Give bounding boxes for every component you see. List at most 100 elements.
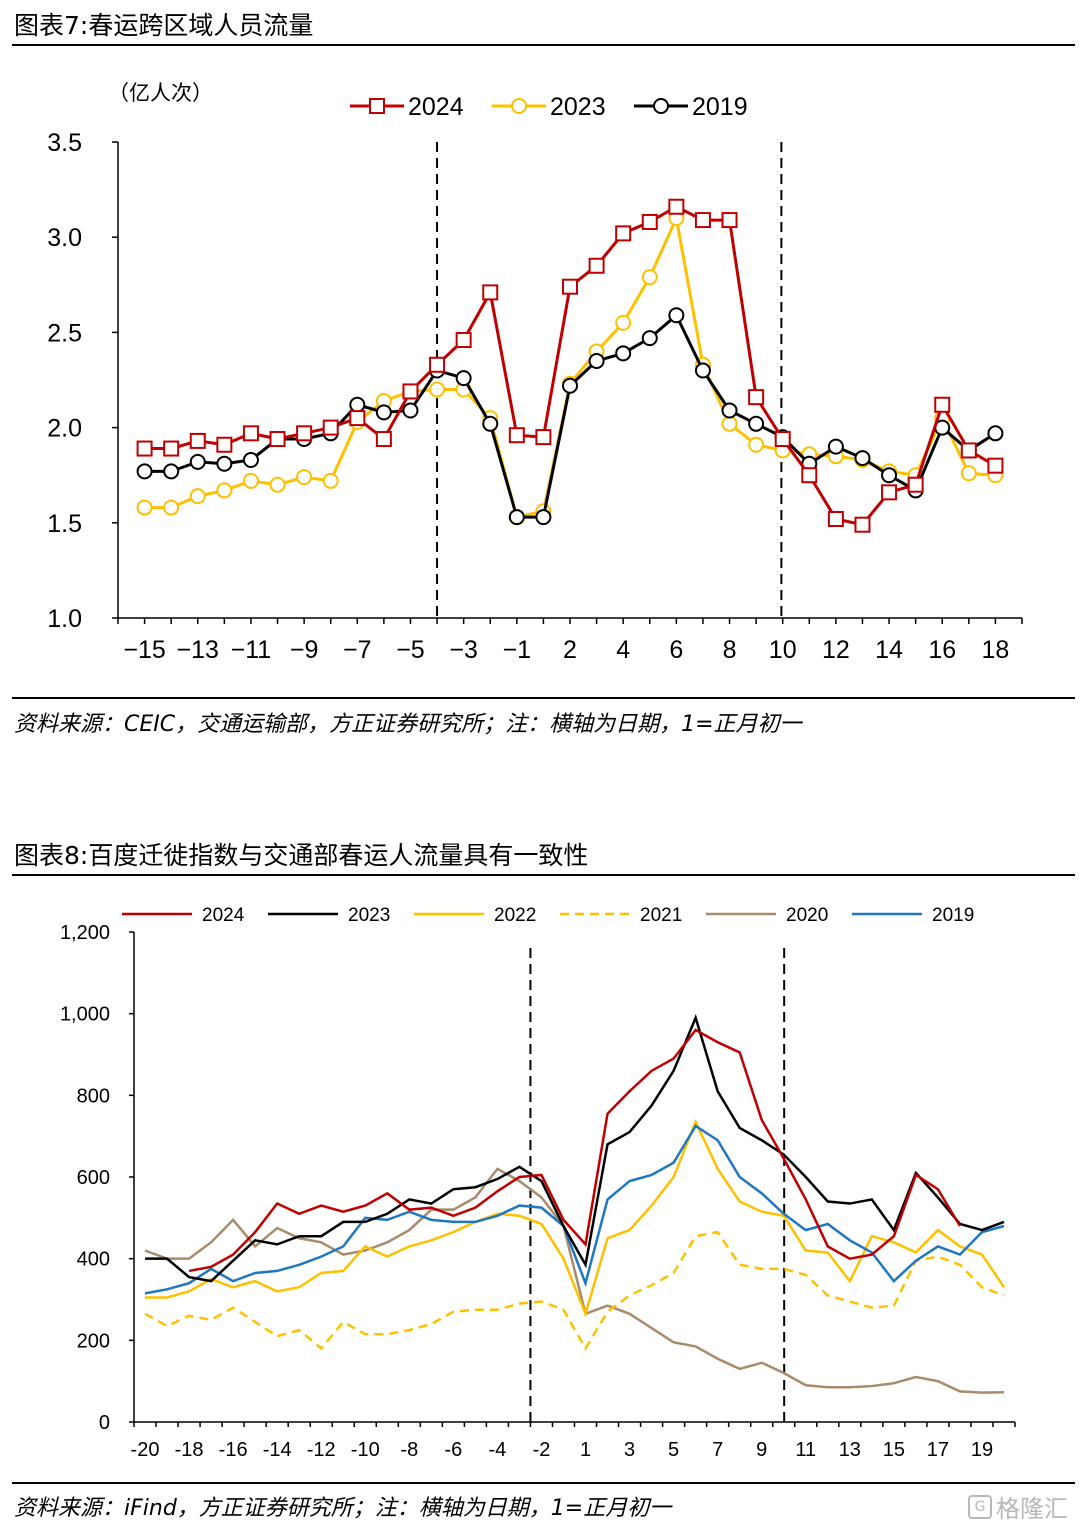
data-point-2023 (960, 465, 977, 482)
data-point-2024 (136, 440, 153, 457)
data-point-2019 (588, 352, 605, 369)
data-point-2019 (721, 402, 738, 419)
data-point-2019 (482, 415, 499, 432)
data-point-2023 (269, 476, 286, 493)
data-point-2024 (854, 516, 871, 533)
data-point-2024 (216, 436, 233, 453)
data-point-2024 (163, 440, 180, 457)
data-point-2019 (535, 509, 552, 526)
x-tick-label: 19 (971, 1439, 993, 1461)
x-tick-label: 5 (668, 1439, 679, 1461)
data-point-2024 (827, 510, 844, 527)
data-point-2019 (349, 396, 366, 413)
figure8-bottom-rule (12, 1482, 1075, 1484)
data-point-2024 (588, 257, 605, 274)
data-point-2019 (242, 451, 259, 468)
x-tick-label: -2 (533, 1439, 551, 1461)
data-point-2019 (508, 509, 525, 526)
y-tick-label: 3.0 (47, 224, 82, 252)
x-tick-label: 15 (883, 1439, 905, 1461)
data-point-2023 (189, 488, 206, 505)
x-tick-label: 16 (928, 636, 956, 664)
data-point-2023 (429, 381, 446, 398)
data-point-2019 (641, 330, 658, 347)
legend-label: 2021 (640, 905, 682, 926)
x-tick-label: -6 (444, 1439, 462, 1461)
data-point-2019 (854, 450, 871, 467)
data-point-2024 (269, 431, 286, 448)
data-point-2024 (801, 467, 818, 484)
y-tick-label: 800 (77, 1085, 110, 1107)
data-point-2019 (455, 370, 472, 387)
legend-label: 2020 (786, 905, 828, 926)
x-tick-label: -12 (307, 1439, 336, 1461)
data-point-2019 (694, 362, 711, 379)
figure8-title: 图表8:百度迁徙指数与交通部春运人流量具有一致性 (14, 841, 589, 870)
legend-marker (653, 98, 669, 114)
figure7-bottom-rule (12, 697, 1075, 699)
figure8-source-note: 资料来源：iFind，方正证券研究所；注：横轴为日期，1=正月初一 (14, 1496, 672, 1521)
y-tick-label: 1.5 (47, 510, 82, 538)
series-line-2024 (188, 1028, 962, 1273)
x-tick-label: 2 (563, 636, 577, 664)
data-point-2023 (322, 472, 339, 489)
data-point-2023 (163, 499, 180, 516)
x-tick-label: 14 (875, 636, 903, 664)
x-tick-label: 4 (616, 636, 630, 664)
x-tick-label: −11 (231, 636, 272, 664)
data-point-2023 (216, 482, 233, 499)
series-line-2023 (144, 213, 996, 519)
x-tick-label: −1 (503, 636, 532, 664)
data-point-2024 (455, 332, 472, 349)
data-point-2019 (163, 463, 180, 480)
x-tick-label: 1 (580, 1439, 591, 1461)
x-tick-label: 9 (756, 1439, 767, 1461)
data-point-2019 (668, 307, 685, 324)
y-tick-label: 1,200 (60, 922, 110, 944)
figure8-chart: 0 200 400 600 800 1,000 1,200 -20 -18 -16 -14 -12 -1… (60, 905, 1016, 1461)
y-tick-label: 2.0 (47, 415, 82, 443)
y-tick-label: 0 (99, 1412, 110, 1434)
data-point-2024 (322, 419, 339, 436)
data-point-2024 (934, 396, 951, 413)
y-tick-label: 400 (77, 1249, 110, 1271)
x-tick-label: -16 (219, 1439, 248, 1461)
y-tick-label: 600 (77, 1167, 110, 1189)
x-tick-label: −3 (449, 636, 478, 664)
x-tick-label: -4 (489, 1439, 507, 1461)
data-point-2023 (641, 269, 658, 286)
legend-label: 2019 (692, 93, 748, 121)
x-tick-label: 17 (927, 1439, 949, 1461)
data-point-2024 (402, 383, 419, 400)
series-line-2022 (145, 1118, 1006, 1318)
data-point-2023 (748, 436, 765, 453)
legend-label: 2024 (202, 905, 245, 926)
figure7-title: 图表7:春运跨区域人员流量 (14, 11, 314, 40)
data-point-2024 (748, 389, 765, 406)
x-tick-label: 18 (982, 636, 1010, 664)
data-point-2024 (296, 425, 313, 442)
x-tick-label: -18 (175, 1439, 204, 1461)
data-point-2024 (668, 198, 685, 215)
series-line-2021 (144, 1230, 1005, 1351)
x-tick-label: 12 (822, 636, 850, 664)
data-point-2019 (189, 453, 206, 470)
data-point-2024 (429, 356, 446, 373)
data-point-2024 (694, 212, 711, 229)
data-point-2024 (987, 457, 1004, 474)
x-tick-label: −13 (177, 636, 219, 664)
data-point-2024 (349, 410, 366, 427)
legend-label: 2024 (408, 93, 464, 121)
x-tick-label: -14 (263, 1439, 292, 1461)
data-point-2024 (482, 284, 499, 301)
data-point-2019 (748, 415, 765, 432)
y-tick-label: 3.5 (47, 129, 82, 157)
x-tick-label: 8 (723, 636, 737, 664)
y-tick-label: 1.0 (47, 605, 82, 633)
x-tick-label: 7 (712, 1439, 723, 1461)
data-point-2019 (562, 377, 578, 394)
x-tick-label: −9 (290, 636, 319, 664)
x-tick-label: 13 (839, 1439, 861, 1461)
watermark-logo: G 格隆汇 (968, 1489, 1068, 1524)
data-point-2024 (535, 429, 552, 446)
